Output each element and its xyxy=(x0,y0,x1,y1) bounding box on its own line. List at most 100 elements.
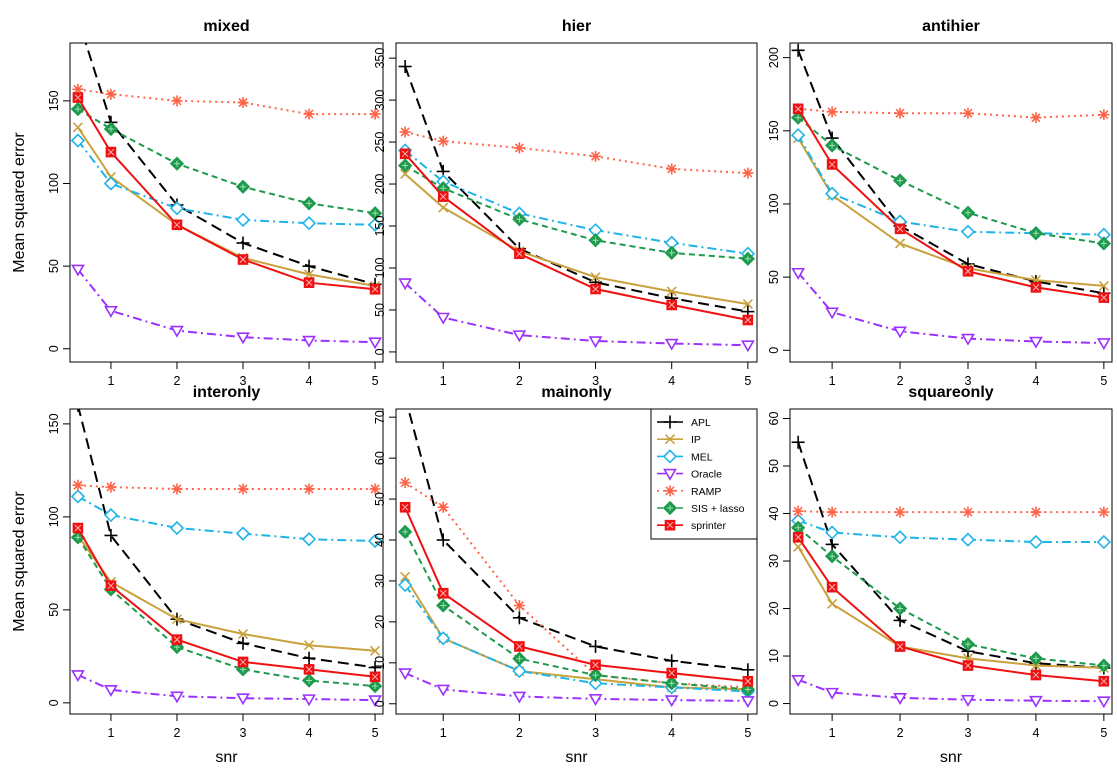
series-line-oracle xyxy=(797,678,1104,703)
data-point-oracle xyxy=(368,337,382,350)
data-point-sis-lasso xyxy=(512,212,527,227)
data-point-ip xyxy=(590,272,601,283)
y-tick-label: 60 xyxy=(767,412,781,426)
legend-entry-apl: APL xyxy=(657,415,711,429)
data-point-apl xyxy=(398,60,412,74)
series-line-sprinter xyxy=(797,536,1104,683)
x-axis-label: snr xyxy=(565,749,588,766)
data-point-ramp xyxy=(742,167,754,179)
legend: APL IP MEL Oracle RAMP SIS + lasso sprinter xyxy=(650,408,758,540)
x-tick-label: 5 xyxy=(1100,726,1107,740)
data-point-sprinter xyxy=(792,103,804,115)
series-line-ramp xyxy=(404,481,748,689)
data-point-mel xyxy=(169,520,185,536)
data-point-mel xyxy=(436,631,451,646)
data-point-oracle xyxy=(664,695,679,708)
series-line-apl xyxy=(77,409,376,669)
x-tick-label: 5 xyxy=(744,726,751,740)
plot-frame xyxy=(395,408,758,715)
data-point-sprinter xyxy=(105,146,117,158)
data-point-oracle xyxy=(791,267,806,280)
data-point-sprinter xyxy=(666,299,678,311)
y-tick-label: 200 xyxy=(373,174,387,195)
data-point-sis-lasso xyxy=(1028,651,1044,666)
panel-title: antihier xyxy=(922,18,980,35)
data-point-ramp xyxy=(437,501,449,513)
data-point-mel xyxy=(103,176,119,191)
y-tick-label: 10 xyxy=(767,649,781,663)
data-point-sis-lasso xyxy=(235,179,251,194)
y-tick-label: 20 xyxy=(373,615,387,629)
data-point-sis-lasso xyxy=(367,678,383,694)
data-point-mel xyxy=(588,676,603,691)
x-axis: 1 2 3 4 5 xyxy=(829,362,1107,388)
y-tick-label: 150 xyxy=(47,413,61,434)
x-tick-label: 3 xyxy=(240,374,247,388)
series-line-sprinter xyxy=(797,108,1104,299)
plot-area xyxy=(791,435,1111,709)
data-point-apl xyxy=(741,663,755,677)
data-point-sprinter xyxy=(826,581,838,593)
data-point-sis-lasso xyxy=(398,524,413,539)
data-point-sis-lasso xyxy=(588,667,603,683)
data-point-apl xyxy=(893,613,907,627)
data-point-oracle xyxy=(512,691,527,704)
x-tick-label: 5 xyxy=(1100,374,1107,388)
data-point-mel xyxy=(960,224,976,239)
data-point-sprinter xyxy=(72,522,84,534)
data-point-ip xyxy=(894,238,906,249)
data-point-ip xyxy=(438,202,449,213)
y-tick-label: 50 xyxy=(767,270,781,284)
series-line-oracle xyxy=(404,282,748,347)
y-axis: 0 50 100 150 200 xyxy=(767,47,790,354)
y-tick-label: 150 xyxy=(47,90,61,111)
legend-entry-mel: MEL xyxy=(657,449,713,464)
y-axis-label: Mean squared error xyxy=(11,132,28,273)
data-point-mel xyxy=(301,532,317,547)
data-point-sis-lasso xyxy=(367,206,383,221)
panel-title: mainonly xyxy=(541,384,611,401)
y-tick-label: 300 xyxy=(373,90,387,111)
series-line-ramp xyxy=(404,131,748,175)
data-point-sprinter xyxy=(894,223,906,235)
data-point-oracle xyxy=(1096,696,1111,709)
x-tick-label: 2 xyxy=(516,726,523,740)
data-point-mel xyxy=(960,532,976,547)
data-point-ramp xyxy=(1098,109,1110,121)
y-tick-label: 100 xyxy=(47,173,61,194)
data-point-ramp xyxy=(513,142,525,154)
series-line-ip xyxy=(797,546,1104,669)
data-point-mel xyxy=(70,489,86,504)
data-point-sprinter xyxy=(514,248,525,260)
x-tick-label: 5 xyxy=(744,374,751,388)
data-point-oracle xyxy=(236,693,250,706)
panel-title: interonly xyxy=(193,384,261,401)
x-tick-label: 4 xyxy=(306,726,313,740)
data-point-ip xyxy=(370,645,381,656)
data-point-sis-lasso xyxy=(824,138,840,153)
y-tick-label: 40 xyxy=(767,507,781,521)
series-line-apl xyxy=(404,66,749,313)
series-line-apl xyxy=(407,409,749,671)
series-line-mel xyxy=(797,134,1104,236)
y-axis: 0 50 100 150 200 250 300 350 xyxy=(373,48,396,355)
data-point-oracle xyxy=(512,330,527,343)
x-tick-label: 1 xyxy=(829,726,836,740)
data-point-sis-lasso xyxy=(398,158,413,173)
y-tick-label: 20 xyxy=(767,602,781,616)
x-tick-label: 3 xyxy=(965,726,972,740)
y-tick-label: 50 xyxy=(373,492,387,506)
data-point-sprinter xyxy=(369,671,381,683)
data-point-ramp xyxy=(826,106,838,118)
x-axis: 1 2 3 4 5 snr xyxy=(107,714,379,766)
legend-entry-ramp: RAMP xyxy=(657,485,721,498)
y-tick-label: 50 xyxy=(373,303,387,317)
data-point-ramp xyxy=(962,506,974,518)
data-point-sis-lasso xyxy=(301,196,317,211)
data-point-sprinter xyxy=(590,659,601,671)
data-point-oracle xyxy=(961,333,975,346)
plot-frame xyxy=(395,42,758,363)
data-point-ramp xyxy=(237,483,249,495)
data-point-sprinter xyxy=(237,254,249,265)
